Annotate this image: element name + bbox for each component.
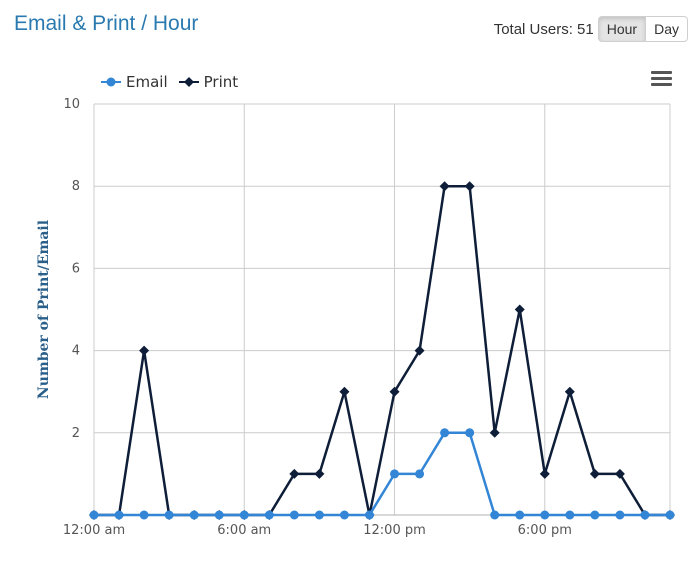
email-data-point: [264, 510, 274, 520]
email-data-point: [239, 510, 249, 520]
y-tick-label: 8: [72, 179, 80, 194]
email-data-point: [615, 510, 625, 520]
hour-button[interactable]: Hour: [597, 16, 647, 42]
email-data-point: [139, 510, 149, 520]
print-data-point: [339, 386, 350, 397]
print-data-point: [139, 345, 150, 356]
legend-label-email: Email: [126, 73, 168, 91]
print-data-point: [564, 386, 575, 397]
y-tick-label: 4: [72, 344, 80, 359]
print-data-point: [489, 427, 500, 438]
y-tick-label: 2: [72, 426, 80, 441]
print-data-point: [514, 304, 525, 315]
print-data-point: [464, 181, 475, 192]
x-tick-label: 12:00 pm: [363, 523, 426, 538]
print-data-point: [439, 181, 450, 192]
email-data-point: [665, 510, 675, 520]
email-data-point: [189, 510, 199, 520]
email-data-point: [339, 510, 349, 520]
print-data-point: [389, 386, 400, 397]
x-tick-label: 12:00 am: [63, 523, 125, 538]
email-data-point: [490, 510, 500, 520]
day-button[interactable]: Day: [646, 16, 688, 42]
hamburger-menu-icon[interactable]: [651, 71, 672, 89]
email-data-point: [114, 510, 124, 520]
email-data-point: [415, 469, 425, 479]
email-data-point: [314, 510, 324, 520]
print-legend-marker: [178, 77, 199, 87]
email-data-point: [440, 428, 450, 438]
legend-label-print: Print: [203, 73, 239, 91]
email-data-point: [164, 510, 174, 520]
email-data-point: [565, 510, 575, 520]
y-tick-label: 10: [63, 97, 80, 112]
print-data-point: [539, 468, 550, 479]
email-series-line: [94, 431, 670, 517]
x-tick-label: 6:00 pm: [518, 523, 572, 538]
email-data-point: [515, 510, 525, 520]
print-data-point: [414, 345, 425, 356]
print-data-point: [589, 468, 600, 479]
print-data-point: [289, 468, 300, 479]
print-data-point: [614, 468, 625, 479]
print-data-point: [314, 468, 325, 479]
y-tick-label: 6: [72, 261, 80, 276]
email-data-point: [390, 469, 400, 479]
total-users-count: Total Users: 51: [493, 20, 594, 38]
chart-legend: Email Print: [100, 73, 248, 91]
email-data-point: [214, 510, 224, 520]
email-data-point: [465, 428, 475, 438]
y-axis-title: Number of Print/Email: [36, 220, 52, 399]
email-data-point: [590, 510, 600, 520]
email-data-point: [89, 510, 99, 520]
email-data-point: [289, 510, 299, 520]
legend-item-email[interactable]: Email: [100, 73, 168, 91]
email-legend-marker: [101, 77, 121, 87]
header-controls: Total Users: 51 Hour Day: [494, 16, 688, 42]
email-data-point: [540, 510, 550, 520]
x-tick-label: 6:00 am: [217, 523, 271, 538]
page-title: Email & Print / Hour: [14, 12, 199, 35]
email-data-point: [364, 510, 374, 520]
email-data-point: [640, 510, 650, 520]
interval-toggle: Hour Day: [597, 16, 688, 42]
legend-item-print[interactable]: Print: [178, 73, 239, 91]
